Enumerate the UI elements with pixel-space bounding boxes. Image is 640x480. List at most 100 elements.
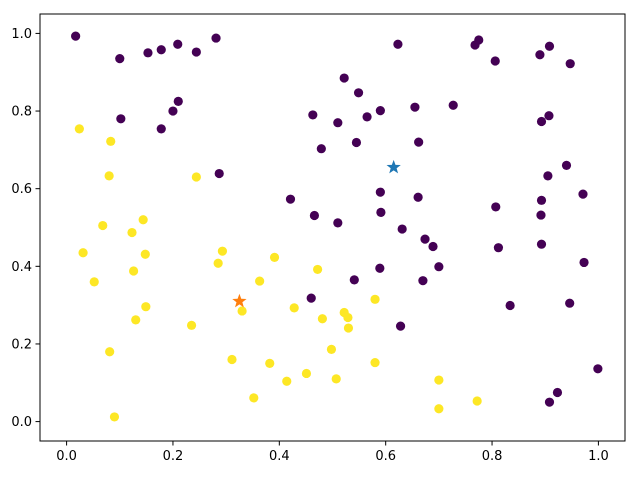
y-tick-label: 0.2 [11,337,32,352]
scatter-point [434,404,444,414]
scatter-point [306,293,316,303]
scatter-point [410,102,420,112]
scatter-point [552,387,563,398]
scatter-point [301,368,312,379]
x-tick-label: 0.2 [163,449,184,464]
scatter-point [140,249,150,259]
scatter-point [362,112,372,122]
scatter-point [493,243,504,253]
scatter-point [370,294,380,304]
scatter-point [237,306,247,316]
points-layer [71,31,603,422]
scatter-point [472,396,482,406]
scatter-point [289,303,299,313]
scatter-point [282,376,292,386]
scatter-point [395,321,406,331]
scatter-point [269,252,280,262]
scatter-point [343,312,353,323]
scatter-point [317,314,327,324]
scatter-point [349,275,359,285]
y-tick-label: 0.0 [11,415,32,430]
scatter-point [434,375,444,385]
scatter-point [343,323,354,333]
x-tick-label: 0.4 [269,449,290,464]
scatter-point [375,106,385,116]
scatter-point [104,171,114,181]
x-tick-label: 1.0 [588,449,609,464]
scatter-point [71,31,81,41]
y-tick-label: 0.6 [11,182,32,197]
scatter-point [106,136,116,146]
x-tick-label: 0.8 [482,449,503,464]
scatter-point [143,48,153,58]
scatter-point [249,393,259,403]
scatter-point [255,276,265,286]
scatter-point [544,111,554,121]
scatter-point [74,124,84,134]
scatter-point [214,168,224,179]
scatter-point [313,264,323,275]
scatter-point [211,33,221,43]
scatter-point [561,160,572,170]
scatter-point [393,39,403,49]
scatter-point [490,56,500,66]
scatter-point [434,262,444,272]
scatter-point [309,210,320,221]
scatter-point [191,47,201,57]
scatter-point [418,276,428,286]
scatter-point [168,106,178,116]
scatter-point [316,144,326,154]
scatter-point [351,137,362,148]
scatter-point [375,263,385,273]
scatter-point [138,215,148,225]
scatter-point [78,248,88,258]
x-tick-label: 0.0 [56,449,77,464]
scatter-point [376,207,386,217]
scatter-point [544,397,555,407]
scatter-point [156,45,166,55]
scatter-point [89,277,99,287]
scatter-point [536,116,547,127]
scatter-point [544,41,555,51]
plot-frame [39,13,626,442]
axes-frame [39,13,626,442]
scatter-point [543,171,553,181]
star-marker [232,293,247,308]
scatter-point [428,241,438,252]
x-axis-ticks: 0.0 0.2 0.4 0.6 0.8 1.0 [56,441,609,464]
scatter-point [109,412,120,422]
scatter-point [333,118,343,128]
scatter-point [448,100,458,110]
scatter-point [217,246,228,256]
y-tick-label: 1.0 [11,27,32,42]
scatter-point [413,192,423,202]
scatter-point [115,54,125,64]
scatter-point [333,218,343,228]
scatter-point [414,137,424,147]
scatter-point [505,300,515,311]
star-marker [386,159,401,174]
scatter-point [105,347,115,357]
scatter-point [536,239,547,249]
scatter-point [131,315,141,325]
scatter-point [326,344,337,354]
scatter-point [565,298,575,308]
scatter-point [593,364,603,374]
scatter-point [213,258,223,268]
scatter-point [156,124,166,134]
scatter-point [227,354,237,365]
scatter-point [535,50,545,60]
scatter-point [353,88,364,98]
scatter-point [370,357,380,368]
scatter-point [339,73,349,83]
scatter-point [375,187,385,197]
y-tick-label: 0.4 [11,260,32,275]
scatter-point [191,172,201,182]
scatter-point [578,189,588,199]
scatter-point [579,257,589,268]
scatter-point [331,374,341,384]
y-tick-label: 0.8 [11,105,32,120]
scatter-point [265,358,275,368]
scatter-point [285,194,296,204]
